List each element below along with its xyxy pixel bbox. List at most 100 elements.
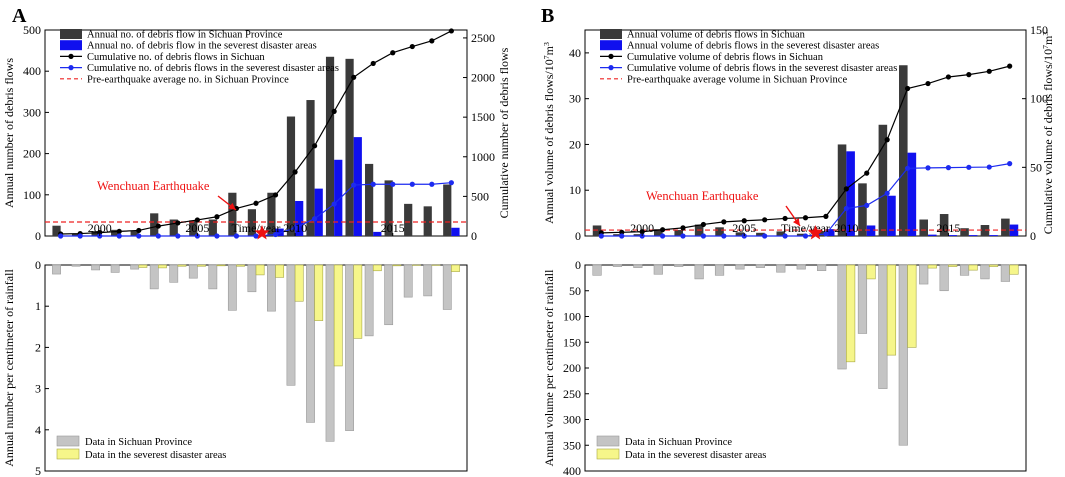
panel-b-legend-swatch (600, 40, 622, 51)
panel-b-rain-bar-severe (886, 264, 897, 356)
panel-a-point-cum-severe (312, 216, 318, 222)
panel-b-xtick-label: 2010 (834, 221, 858, 235)
panel-a-point-cum-severe (116, 233, 122, 239)
panel-b-xtick-label: 2015 (936, 221, 960, 235)
panel-b-rain-bar-sichuan (817, 264, 827, 271)
panel-a-rain-bar-sichuan (325, 264, 335, 442)
panel-a-bar-sichuan (306, 100, 315, 236)
panel-a: A 0 100 200 300 400 500 0 500 1000 1500 2000 2500 200… (12, 5, 495, 477)
panel-b-bar-sichuan (939, 214, 949, 236)
panel-a-rain-bar-severe (451, 264, 460, 272)
panel-a-point-cum-sichuan (448, 28, 454, 34)
panel-b-point-cum-sichuan (945, 74, 952, 80)
panel-b-rain-bar-sichuan (776, 264, 786, 273)
panel-b-point-cum-sichuan (700, 221, 707, 228)
panel-a-point-cum-sichuan (155, 223, 161, 229)
panel-b-point-cum-sichuan (843, 186, 849, 192)
panel-b-legend-label: Cumulative volume of debris flows in the… (627, 63, 897, 74)
panel-b-annotation-arrowhead (793, 218, 800, 226)
panel-b-point-cum-severe (986, 164, 992, 170)
panel-b-letter: B (541, 5, 554, 27)
panel-a-bar-sichuan (111, 229, 120, 236)
panel-a-rain-ytick-label: 5 (35, 464, 41, 477)
panel-a-y2tick-label: 500 (471, 189, 489, 203)
panel-b-point-cum-sichuan (986, 68, 992, 74)
panel-b-ytick-label: 0 (575, 229, 581, 243)
panel-a-ytick-label: 400 (23, 64, 41, 78)
panel-a-rain-bar-sichuan (423, 264, 433, 297)
panel-a-point-cum-severe (351, 182, 357, 188)
panel-b-bar-severe (968, 235, 978, 236)
panel-a-bar-sichuan (208, 219, 217, 236)
panel-b-point-cum-severe (762, 233, 768, 239)
panel-b-point-cum-severe (884, 190, 890, 196)
panel-b-rain-bar-sichuan (898, 264, 908, 446)
panel-a-point-cum-sichuan (214, 214, 220, 220)
panel-a-y2tick-label: 0 (471, 229, 477, 243)
panel-a-xlabel: Time/year (232, 221, 281, 235)
panel-a-rain-bar-sichuan (384, 264, 394, 326)
panel-a-point-cum-sichuan (136, 227, 142, 234)
panel-b-bar-severe (846, 151, 855, 236)
panel-a-rain-bar-severe (197, 264, 206, 267)
panel-a-bar-sichuan (443, 184, 452, 236)
panel-a-bar-sichuan (130, 231, 139, 236)
panel-a-legend-label: Annual no. of debris flow in the severes… (87, 41, 317, 52)
panel-b-bar-sichuan (980, 225, 990, 236)
panel-a-point-cum-severe (390, 181, 396, 187)
panel-b-bar-sichuan (756, 232, 765, 236)
panel-a-rain-bar-sichuan (130, 264, 140, 270)
panel-a-point-cum-sichuan (370, 60, 376, 67)
panel-a-bar-sichuan (91, 231, 100, 236)
panel-a-rain-ytick-label: 4 (35, 423, 41, 437)
panel-a-legend-swatch-marker (68, 65, 74, 71)
panel-b-rain-bar-severe (1009, 264, 1019, 275)
panel-b-ylabel: Annual volume of debris flows/107m3 (542, 42, 556, 224)
panel-a-rain-bar-sichuan (227, 264, 237, 311)
panel-a-point-cum-severe (292, 225, 298, 231)
panel-a-legend-label: Cumulative no. of debris flows in the se… (87, 63, 339, 74)
panel-a-bar-severe (451, 227, 460, 236)
panel-b-bar-sichuan (674, 230, 683, 236)
panel-b-bar-sichuan (1001, 218, 1010, 236)
panel-b-point-cum-sichuan (904, 85, 911, 92)
panel-b-rain-bar-sichuan (694, 264, 704, 280)
panel-a-legend-label: Annual no. of debris flow in Sichuan Pro… (87, 30, 283, 41)
panel-b-ytick-label: 20 (569, 137, 581, 151)
panel-b-rain-ytick-label: 200 (563, 361, 581, 375)
panel-b-point-cum-sichuan (1007, 63, 1013, 69)
panel-a-rain-bar-severe (353, 264, 363, 339)
panel-b-point-cum-sichuan (639, 229, 645, 235)
panel-b-bar-severe (825, 229, 835, 236)
panel-a-rain-bar-sichuan (71, 264, 81, 267)
panel-a-point-cum-sichuan (272, 192, 279, 198)
panel-b-bar-severe (948, 235, 957, 236)
panel-b-point-cum-severe (782, 233, 788, 239)
panel-a-bar-severe (334, 159, 343, 236)
panel-a-point-cum-severe (175, 233, 181, 239)
panel-b-bar-severe (989, 235, 998, 236)
panel-b-point-cum-sichuan (782, 215, 788, 222)
panel-b-ytick-label: 30 (569, 92, 581, 106)
panel-a-bar-sichuan (52, 225, 61, 236)
panel-b-bar-sichuan (715, 227, 724, 236)
panel-a-rain-bar-sichuan (345, 264, 354, 431)
panel-a-point-cum-severe (448, 180, 454, 186)
panel-a-annotation-text: Wenchuan Earthquake (97, 179, 210, 193)
panel-b-legend-label: Annual volume of debris flows in the sev… (627, 41, 879, 52)
panel-a-legend-swatch-marker (68, 53, 74, 60)
panel-b-legend-swatch-marker (608, 53, 614, 60)
panel-b-xlabel: Time/year (781, 221, 830, 235)
panel-b-point-cum-sichuan (884, 137, 890, 143)
panel-a-ytick-label: 500 (23, 23, 41, 37)
panel-a-rain-bar-severe (255, 264, 265, 276)
panel-a-legend-label: Pre-earthquake average no. in Sichuan Pr… (87, 74, 289, 85)
panel-b-rain-ytick-label: 400 (563, 464, 581, 477)
panel-b-rain-ytick-label: 350 (563, 438, 581, 452)
panel-b-point-cum-severe (925, 165, 931, 171)
panel-a-point-cum-sichuan (175, 220, 181, 226)
panel-b-point-cum-severe (843, 205, 849, 212)
panel-a-ytick-label: 200 (23, 147, 41, 161)
panel-b-y2tick-label: 0 (1030, 229, 1036, 243)
